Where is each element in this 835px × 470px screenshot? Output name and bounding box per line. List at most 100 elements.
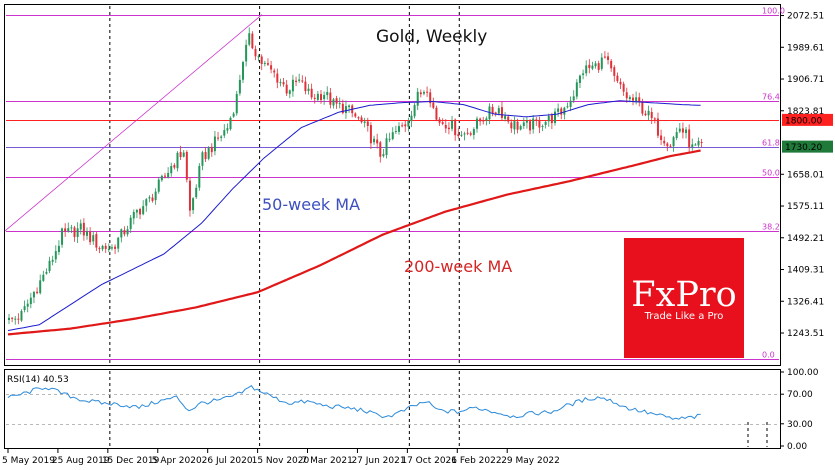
candle-body-up bbox=[45, 272, 48, 274]
candle-body-up bbox=[48, 260, 51, 272]
candle-body-up bbox=[26, 303, 29, 307]
time-tick-label: 5 Apr 2020 bbox=[152, 456, 202, 466]
candle-body-up bbox=[148, 197, 151, 199]
price-tick-label: 1658.01 bbox=[787, 170, 824, 180]
candle-body-up bbox=[129, 217, 132, 230]
candle-body-up bbox=[326, 91, 329, 96]
candle-body-up bbox=[522, 122, 525, 127]
candle-body-down bbox=[638, 97, 641, 102]
time-tick-label: 29 May 2022 bbox=[501, 456, 560, 466]
candle-body-down bbox=[438, 119, 441, 123]
candle-body-down bbox=[164, 175, 166, 177]
price-tick-label: 2072.51 bbox=[787, 12, 824, 22]
rsi-panel-frame bbox=[4, 369, 781, 449]
candle-body-up bbox=[694, 144, 697, 146]
time-tick-label: 26 Jul 2020 bbox=[202, 456, 253, 466]
candle-body-down bbox=[73, 227, 76, 237]
main-panel-frame bbox=[4, 4, 781, 366]
candle-body-up bbox=[195, 187, 198, 198]
candle-body-down bbox=[260, 56, 263, 65]
candle-body-down bbox=[510, 122, 513, 129]
candle-body-down bbox=[482, 120, 485, 122]
candle-body-up bbox=[54, 251, 57, 260]
level-1800-label: 1800.00 bbox=[785, 116, 822, 126]
price-axis: 2072.51 1989.61 1906.71 1823.81 1658.01 1575.… bbox=[780, 12, 833, 339]
candle-body-up bbox=[29, 297, 32, 305]
candle-body-up bbox=[176, 152, 179, 169]
candle-body-up bbox=[685, 129, 688, 134]
candle-body-up bbox=[92, 235, 95, 242]
candle-body-down bbox=[656, 118, 659, 136]
candle-body-down bbox=[560, 108, 563, 115]
candle-body-up bbox=[70, 227, 73, 229]
candle-body-up bbox=[585, 65, 588, 74]
candle-body-up bbox=[672, 137, 675, 147]
candle-body-up bbox=[220, 136, 223, 138]
candle-body-up bbox=[348, 105, 351, 108]
current-price-label: 1730.20 bbox=[785, 143, 822, 153]
candle-body-up bbox=[223, 130, 226, 136]
candle-body-up bbox=[201, 152, 204, 166]
candle-body-up bbox=[238, 79, 241, 94]
candle-body-down bbox=[529, 121, 532, 131]
candle-body-up bbox=[170, 165, 173, 174]
candle-body-down bbox=[304, 81, 307, 92]
candle-body-up bbox=[675, 132, 678, 139]
candle-body-up bbox=[519, 126, 522, 130]
fxpro-logo-tagline: Trade Like a Pro bbox=[644, 311, 724, 322]
candle-body-down bbox=[123, 230, 126, 235]
candle-body-down bbox=[210, 146, 213, 153]
candle-body-down bbox=[644, 113, 647, 116]
candle-body-down bbox=[622, 83, 625, 92]
candle-body-up bbox=[407, 121, 410, 127]
chart-title: Gold, Weekly bbox=[376, 27, 487, 47]
level-1800-label-box bbox=[782, 113, 833, 126]
rsi-tick-label: 0.00 bbox=[787, 442, 807, 452]
candle-body-down bbox=[466, 132, 469, 134]
candle-body-up bbox=[338, 103, 341, 105]
candle-body-up bbox=[678, 128, 681, 132]
candle-body-down bbox=[550, 115, 553, 124]
candle-body-down bbox=[276, 73, 279, 83]
candle-body-down bbox=[700, 141, 703, 143]
candle-body-up bbox=[569, 100, 572, 107]
candle-body-up bbox=[554, 111, 556, 123]
candle-body-up bbox=[463, 133, 466, 135]
candle-body-down bbox=[588, 64, 591, 69]
rsi-line bbox=[7, 385, 701, 420]
candle-body-down bbox=[516, 121, 519, 130]
candle-body-up bbox=[544, 121, 547, 125]
ma50-line bbox=[7, 100, 701, 331]
candle-body-up bbox=[628, 97, 631, 99]
candle-body-up bbox=[382, 154, 385, 157]
candle-body-down bbox=[114, 246, 117, 249]
candle-body-down bbox=[295, 80, 298, 82]
candle-body-up bbox=[142, 206, 145, 215]
candle-body-up bbox=[513, 121, 516, 130]
candle-body-down bbox=[266, 63, 269, 65]
candle-body-up bbox=[600, 57, 603, 69]
candle-body-down bbox=[650, 112, 653, 119]
current-price-label-box bbox=[782, 140, 833, 153]
candle-body-up bbox=[8, 317, 10, 321]
candle-body-down bbox=[301, 80, 304, 82]
candle-body-down bbox=[341, 103, 344, 114]
candle-body-up bbox=[160, 175, 163, 181]
candle-body-up bbox=[120, 229, 123, 238]
candle-body-down bbox=[335, 98, 338, 104]
fib-trend-line bbox=[4, 14, 263, 232]
fxpro-logo-background bbox=[624, 238, 744, 358]
candle-body-up bbox=[167, 172, 170, 178]
candle-body-up bbox=[578, 75, 581, 83]
candle-body-up bbox=[460, 134, 463, 136]
time-tick-label: 17 Oct 2021 bbox=[401, 456, 457, 466]
price-tick-label: 1906.71 bbox=[787, 75, 824, 85]
candle-body-up bbox=[23, 306, 26, 311]
candle-body-down bbox=[625, 92, 628, 99]
candle-body-down bbox=[607, 56, 610, 60]
candle-body-up bbox=[20, 311, 23, 321]
candle-body-up bbox=[145, 199, 148, 206]
candle-body-down bbox=[188, 180, 191, 211]
